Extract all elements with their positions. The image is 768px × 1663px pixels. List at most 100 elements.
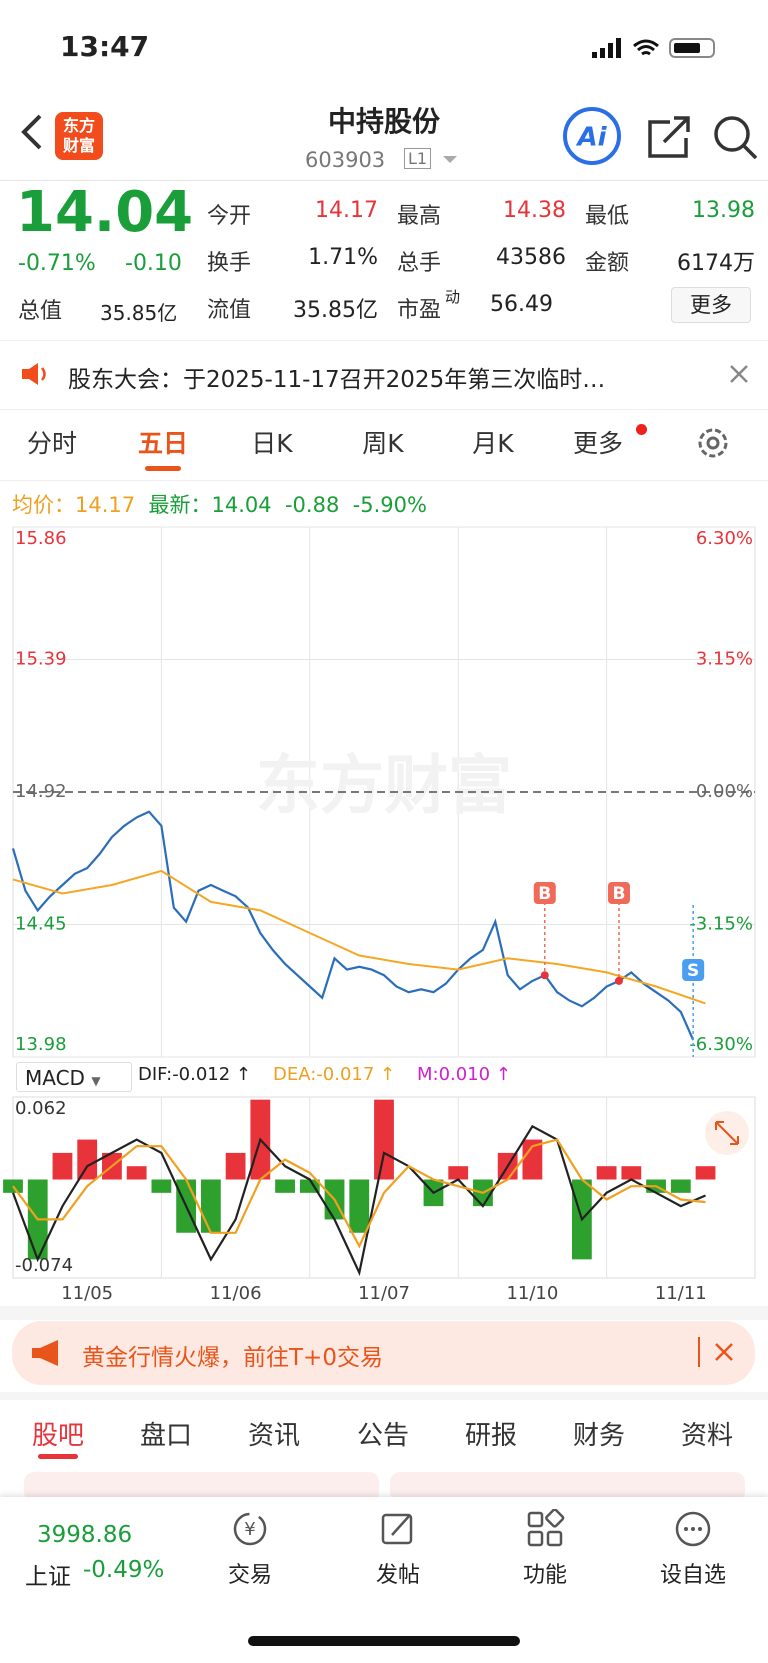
legend-label: 均价： xyxy=(12,493,75,517)
level-badge: L1 xyxy=(404,148,432,169)
y2-tick-label: -6.30% xyxy=(689,1034,753,1055)
close-icon[interactable] xyxy=(728,363,750,385)
content-tab[interactable]: 盘口 xyxy=(139,1421,192,1451)
promo-banner[interactable] xyxy=(12,1321,755,1385)
y-tick-label: 14.92 xyxy=(15,781,67,802)
nav-label[interactable]: 设自选 xyxy=(659,1563,726,1588)
dif-line xyxy=(11,1124,706,1277)
tab[interactable]: 周K xyxy=(362,429,404,458)
content-tab[interactable]: 研报 xyxy=(464,1421,517,1451)
svg-text:Ai: Ai xyxy=(575,123,607,153)
tab[interactable]: 分时 xyxy=(26,429,77,458)
divider xyxy=(0,1392,768,1400)
x-tick-label: 11/10 xyxy=(506,1283,558,1304)
macd-bar xyxy=(448,1166,469,1180)
status-icons xyxy=(592,38,715,58)
y-tick-label: 13.98 xyxy=(15,1034,67,1055)
macd-dea: DEA:-0.017 ↑ xyxy=(273,1064,396,1085)
last-price: 14.04 xyxy=(16,180,194,245)
indicator-name: MACD xyxy=(25,1066,85,1090)
y2-tick-label: 0.00% xyxy=(696,781,753,802)
content-tab[interactable]: 财务 xyxy=(572,1421,625,1451)
content-tab[interactable]: 资料 xyxy=(680,1421,733,1451)
field-label: 最低 xyxy=(585,204,630,229)
indicator-select[interactable]: MACD ▼ xyxy=(16,1062,132,1092)
field-value: 14.17 xyxy=(315,198,378,223)
tab-underline xyxy=(38,1454,78,1459)
chart-legend: 均价：14.17 最新：14.04 -0.88 -5.90% xyxy=(12,489,427,519)
content-tab[interactable]: 股吧 xyxy=(31,1421,84,1451)
settings-icon[interactable] xyxy=(694,424,732,462)
notice-icon xyxy=(22,363,46,385)
macd-bar xyxy=(522,1139,543,1180)
macd-bar xyxy=(349,1179,370,1233)
separator xyxy=(698,1337,700,1367)
macd-bar xyxy=(77,1139,98,1180)
watermark: 东方财富 xyxy=(256,750,512,824)
field-label: 流值 xyxy=(207,298,252,323)
content-tab[interactable]: 公告 xyxy=(356,1421,409,1451)
trade-marker-label: B xyxy=(612,884,625,904)
trade-point xyxy=(540,971,549,980)
tab[interactable]: 月K xyxy=(472,429,514,458)
tab[interactable]: 五日 xyxy=(137,429,188,458)
nav-icon[interactable] xyxy=(525,1509,565,1549)
tab[interactable]: 日K xyxy=(251,429,293,458)
trade-marker-label: S xyxy=(687,961,699,981)
promo-text: 黄金行情火爆，前往T+0交易 xyxy=(82,1345,383,1371)
field-value: 6174万 xyxy=(677,251,755,276)
tab[interactable]: 更多 xyxy=(572,429,623,458)
field-label: 换手 xyxy=(207,251,252,276)
field-label: 金额 xyxy=(585,251,630,276)
back-button[interactable] xyxy=(16,112,46,152)
nav-icon[interactable] xyxy=(673,1509,713,1549)
macd-bar xyxy=(695,1166,716,1180)
field-value: 56.49 xyxy=(490,292,553,317)
nav-label[interactable]: 发帖 xyxy=(375,1563,420,1588)
x-tick-label: 11/07 xyxy=(358,1283,410,1304)
average-line xyxy=(12,869,706,1005)
svg-text:¥: ¥ xyxy=(244,1519,255,1540)
tab-underline xyxy=(145,466,181,471)
nav-label[interactable]: 功能 xyxy=(522,1563,567,1588)
promo-icon xyxy=(32,1340,58,1366)
legend-label: 最新： xyxy=(148,493,212,517)
close-icon[interactable] xyxy=(714,1342,734,1362)
price-line xyxy=(11,810,695,1041)
nav-icon[interactable]: ¥ xyxy=(230,1509,270,1549)
app-logo: 东方财富 xyxy=(55,112,103,160)
trade-marker xyxy=(682,959,705,981)
content-tab[interactable]: 资讯 xyxy=(247,1421,300,1451)
field-value: 43586 xyxy=(496,245,566,270)
field-sup: 动 xyxy=(445,288,461,306)
macd-bar xyxy=(596,1166,617,1180)
y-tick-label: 0.062 xyxy=(15,1098,67,1119)
y2-tick-label: -3.15% xyxy=(689,914,753,935)
dea-line xyxy=(12,1138,706,1249)
index-change: -0.49% xyxy=(83,1557,165,1583)
field-label: 最高 xyxy=(397,204,442,229)
macd-dif: DIF:-0.012 ↑ xyxy=(138,1064,252,1085)
macd-m: M:0.010 ↑ xyxy=(417,1064,511,1085)
more-button[interactable]: 更多 xyxy=(671,287,751,323)
divider xyxy=(0,180,768,181)
badge-dot xyxy=(636,424,647,435)
y-tick-label: 15.86 xyxy=(15,528,67,549)
notice-bar[interactable] xyxy=(0,340,768,410)
field-value: 13.98 xyxy=(692,198,755,223)
macd-bar xyxy=(225,1152,246,1180)
trade-marker-label: B xyxy=(538,884,551,904)
x-tick-label: 11/05 xyxy=(61,1283,113,1304)
change-pct: -0.71% xyxy=(18,251,96,276)
index-name: 上证 xyxy=(25,1564,71,1590)
legend-value: -5.90% xyxy=(352,493,427,517)
header-icons[interactable]: Ai xyxy=(560,106,760,170)
legend-value: 14.17 xyxy=(75,493,136,517)
stock-title: 中持股份 xyxy=(327,105,440,138)
nav-icon[interactable] xyxy=(378,1509,418,1549)
nav-label[interactable]: 交易 xyxy=(227,1563,272,1588)
home-indicator xyxy=(248,1636,520,1646)
expand-icon xyxy=(715,1121,739,1145)
x-tick-label: 11/11 xyxy=(655,1283,707,1304)
macd-bar xyxy=(200,1179,221,1233)
